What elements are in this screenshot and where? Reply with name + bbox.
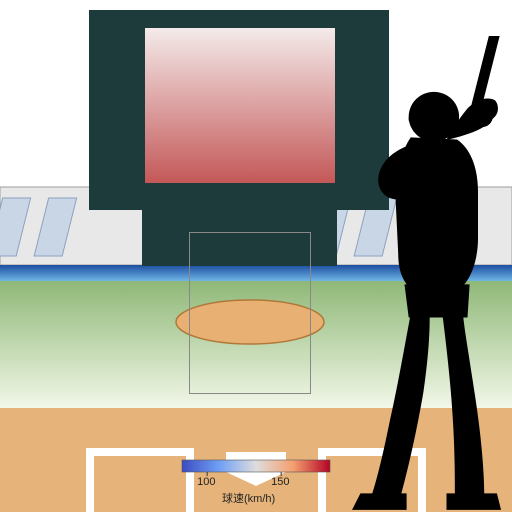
colorscale-bar: [182, 460, 330, 472]
batter-silhouette: [310, 36, 512, 512]
scoreboard-screen: [145, 28, 335, 183]
strike-zone: [189, 232, 311, 394]
colorscale-tick-label: 100: [197, 476, 215, 488]
colorscale-axis-label: 球速(km/h): [222, 490, 275, 506]
stage: 100 150 球速(km/h): [0, 0, 512, 512]
colorscale-tick-label: 150: [271, 476, 289, 488]
